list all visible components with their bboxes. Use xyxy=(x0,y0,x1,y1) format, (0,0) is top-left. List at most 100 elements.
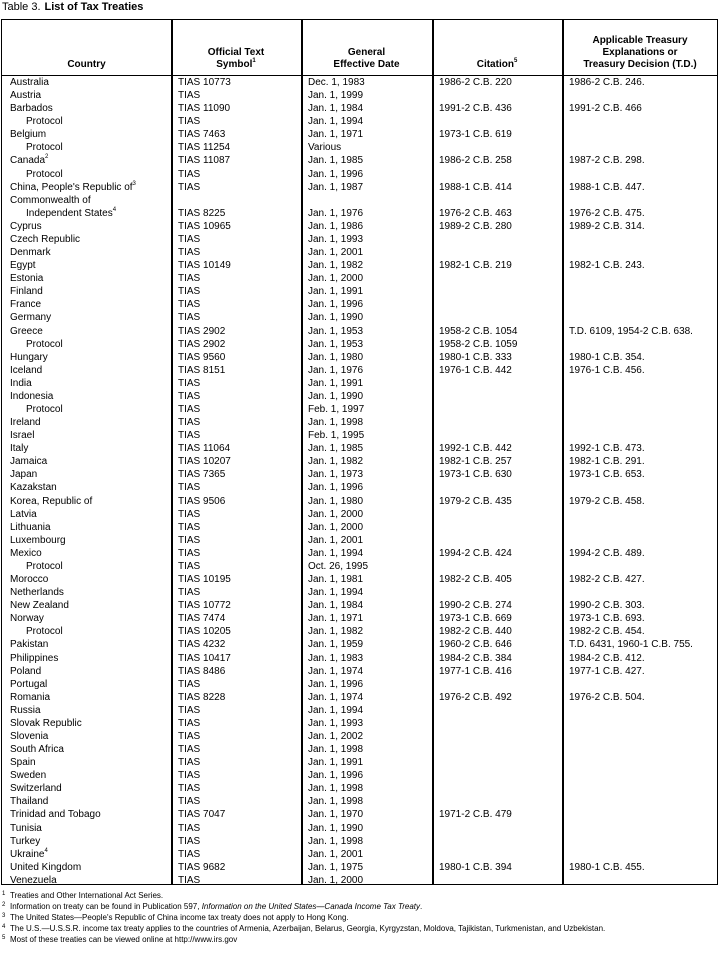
treasury-explanation-cell: 1982-2 C.B. 427. xyxy=(569,574,645,586)
effective-date-cell: Jan. 1, 1980 xyxy=(308,495,364,507)
treasury-explanation-cell: 1980-1 C.B. 354. xyxy=(569,351,645,363)
country-cell: United Kingdom xyxy=(10,861,82,873)
text-symbol-cell: TIAS xyxy=(178,744,201,756)
treasury-explanation-cell: 1976-2 C.B. 504. xyxy=(569,691,645,703)
text-symbol-cell: TIAS 11090 xyxy=(178,103,231,115)
treasury-explanation-cell: 1984-2 C.B. 412. xyxy=(569,652,645,664)
column-header: Citation5 xyxy=(432,58,562,71)
citation-cell: 1982-2 C.B. 440 xyxy=(439,626,512,638)
treasury-explanation-cell: 1982-1 C.B. 243. xyxy=(569,260,645,272)
country-cell: Czech Republic xyxy=(10,233,81,245)
effective-date-cell: Jan. 1, 1994 xyxy=(308,704,364,716)
effective-date-cell: Feb. 1, 1997 xyxy=(308,404,365,415)
text-symbol-cell: TIAS 9682 xyxy=(178,861,226,873)
text-symbol-cell: TIAS 10417 xyxy=(178,652,231,664)
country-cell: Protocol xyxy=(26,168,63,180)
country-cell: Cyprus xyxy=(10,220,42,232)
table-row: Czech Republic TIAS Jan. 1, 1993 xyxy=(2,233,717,246)
effective-date-cell: Jan. 1, 2001 xyxy=(308,247,364,259)
text-symbol-cell: TIAS 10965 xyxy=(178,220,231,232)
column-divider xyxy=(432,20,434,884)
table-row: Japan TIAS 7365 Jan. 1, 1973 1973-1 C.B. 63… xyxy=(2,468,717,481)
citation-cell: 1979-2 C.B. 435 xyxy=(439,495,512,507)
effective-date-cell: Jan. 1, 1982 xyxy=(308,626,364,638)
treasury-explanation-cell: 1991-2 C.B. 466 xyxy=(569,103,642,115)
effective-date-cell: Jan. 1, 1990 xyxy=(308,312,364,324)
text-symbol-cell: TIAS xyxy=(178,534,201,546)
effective-date-cell: Jan. 1, 1953 xyxy=(308,325,364,337)
treasury-explanation-cell: 1973-1 C.B. 693. xyxy=(569,613,645,625)
effective-date-cell: Jan. 1, 1976 xyxy=(308,364,364,376)
country-cell: Tunisia xyxy=(10,822,42,834)
citation-cell: 1990-2 C.B. 274 xyxy=(439,600,512,612)
effective-date-cell: Jan. 1, 1996 xyxy=(308,770,364,782)
effective-date-cell: Jan. 1, 2000 xyxy=(308,508,364,520)
effective-date-cell: Jan. 1, 1953 xyxy=(308,338,364,350)
table-row: Lithuania TIAS Jan. 1, 2000 xyxy=(2,521,717,534)
text-symbol-cell: TIAS 8486 xyxy=(178,665,226,677)
text-symbol-cell: TIAS 10149 xyxy=(178,260,231,272)
country-cell: Netherlands xyxy=(10,587,64,599)
table-row: Jamaica TIAS 10207 Jan. 1, 1982 1982-1 C.B.… xyxy=(2,455,717,468)
effective-date-cell: Jan. 1, 1985 xyxy=(308,155,364,167)
table-row: Denmark TIAS Jan. 1, 2001 xyxy=(2,246,717,259)
table-row: Ukraine4 TIAS Jan. 1, 2001 xyxy=(2,848,717,861)
text-symbol-cell: TIAS 11087 xyxy=(178,155,231,167)
citation-cell: 1958-2 C.B. 1059 xyxy=(439,338,518,350)
country-cell: Jamaica xyxy=(10,456,48,468)
citation-cell: 1973-1 C.B. 669 xyxy=(439,613,512,625)
effective-date-cell: Jan. 1, 1976 xyxy=(308,207,364,219)
treasury-explanation-cell: 1973-1 C.B. 653. xyxy=(569,469,645,481)
effective-date-cell: Jan. 1, 1974 xyxy=(308,665,364,677)
treasury-explanation-cell: 1987-2 C.B. 298. xyxy=(569,155,645,167)
column-header-line: Explanations or xyxy=(602,47,678,58)
table-row: Germany TIAS Jan. 1, 1990 xyxy=(2,311,717,324)
text-symbol-cell: TIAS xyxy=(178,247,201,259)
treasury-explanation-cell: 1977-1 C.B. 427. xyxy=(569,665,645,677)
effective-date-cell: Jan. 1, 1959 xyxy=(308,639,364,651)
effective-date-cell: Jan. 1, 2000 xyxy=(308,874,364,886)
text-symbol-cell: TIAS xyxy=(178,116,201,128)
country-cell: China, People's Republic of3 xyxy=(10,180,136,193)
table-row: Finland TIAS Jan. 1, 1991 xyxy=(2,285,717,298)
country-cell: Denmark xyxy=(10,247,51,259)
text-symbol-cell: TIAS 10205 xyxy=(178,626,231,638)
table-row: Australia TIAS 10773 Dec. 1, 1983 1986-2 C.… xyxy=(2,76,717,89)
text-symbol-cell: TIAS 10207 xyxy=(178,456,231,468)
text-symbol-cell: TIAS xyxy=(178,417,201,429)
text-symbol-cell: TIAS xyxy=(178,874,201,886)
table-row: Luxembourg TIAS Jan. 1, 2001 xyxy=(2,534,717,547)
effective-date-cell: Jan. 1, 1983 xyxy=(308,652,364,664)
column-header: General Effective Date xyxy=(301,47,432,71)
column-header-line: Symbol xyxy=(216,59,253,70)
country-cell: Protocol xyxy=(26,404,63,415)
country-cell: Ireland xyxy=(10,417,41,429)
citation-cell: 1976-2 C.B. 492 xyxy=(439,691,512,703)
effective-date-cell: Jan. 1, 1981 xyxy=(308,574,364,586)
table-row: Morocco TIAS 10195 Jan. 1, 1981 1982-2 C.B.… xyxy=(2,573,717,586)
table-row: Protocol TIAS 2902 Jan. 1, 1953 1958-2 C.B.… xyxy=(2,338,717,351)
country-cell: Independent States4 xyxy=(26,206,117,219)
table-name: List of Tax Treaties xyxy=(44,1,144,13)
treasury-explanation-cell: 1992-1 C.B. 473. xyxy=(569,443,645,455)
text-symbol-cell: TIAS xyxy=(178,90,201,102)
footnotes: 1 Treaties and Other International Act Se… xyxy=(0,890,605,945)
table-row: Switzerland TIAS Jan. 1, 1998 xyxy=(2,782,717,795)
citation-cell: 1976-1 C.B. 442 xyxy=(439,364,512,376)
treasury-explanation-cell: T.D. 6109, 1954-2 C.B. 638. xyxy=(569,325,693,337)
effective-date-cell: Jan. 1, 1998 xyxy=(308,835,364,847)
text-symbol-cell: TIAS xyxy=(178,482,201,494)
column-header-line: Country xyxy=(67,59,106,70)
country-cell: Japan xyxy=(10,469,38,481)
treasury-explanation-cell: 1982-2 C.B. 454. xyxy=(569,626,645,638)
effective-date-cell: Jan. 1, 2001 xyxy=(308,534,364,546)
country-cell: Protocol xyxy=(26,338,63,350)
text-symbol-cell: TIAS xyxy=(178,717,201,729)
table-row: Protocol TIAS Jan. 1, 1996 xyxy=(2,168,717,181)
treasury-explanation-cell: 1994-2 C.B. 489. xyxy=(569,547,645,559)
country-cell: Austria xyxy=(10,90,42,102)
effective-date-cell: Jan. 1, 2002 xyxy=(308,731,364,742)
effective-date-cell: Jan. 1, 1982 xyxy=(308,260,364,272)
effective-date-cell: Jan. 1, 1998 xyxy=(308,783,364,795)
text-symbol-cell: TIAS xyxy=(178,299,201,311)
